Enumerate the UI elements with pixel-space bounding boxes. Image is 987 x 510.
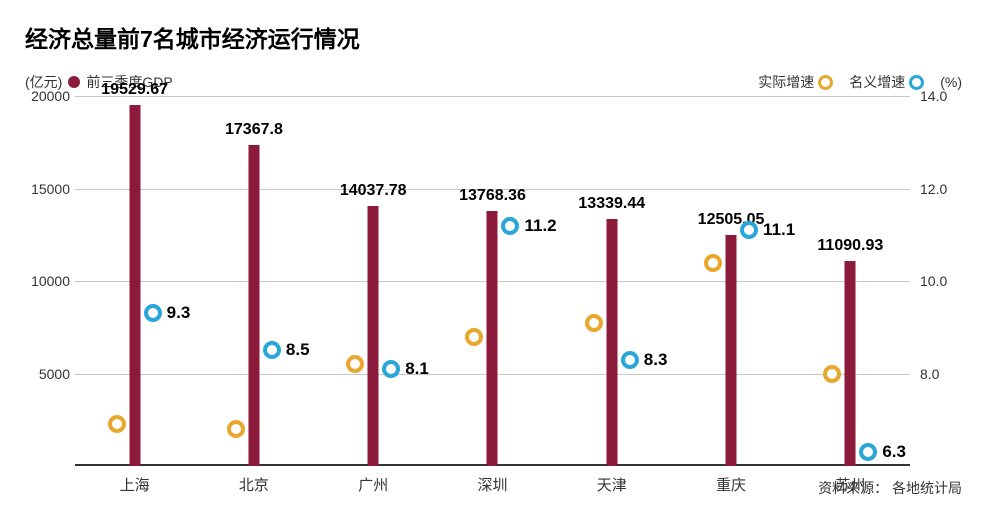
legend-gdp-icon <box>68 76 80 88</box>
gdp-value: 14037.78 <box>340 182 407 200</box>
gdp-value: 11090.93 <box>817 237 883 255</box>
city-group: 17367.8 8.5 <box>194 96 313 466</box>
gdp-bar <box>845 261 856 466</box>
chart-title: 经济总量前7名城市经济运行情况 <box>25 20 962 54</box>
gdp-value: 13768.36 <box>459 187 526 205</box>
nominal-growth-value: 8.5 <box>286 340 310 360</box>
gdp-value: 19529.67 <box>101 81 168 99</box>
gdp-bar <box>606 219 617 466</box>
chart-footer: 资料来源： 各地统计局 <box>818 478 962 498</box>
gdp-bar <box>129 105 140 466</box>
y-right-tick: 10.0 <box>920 273 960 289</box>
footer-source: 各地统计局 <box>892 480 962 496</box>
nominal-growth-marker <box>621 351 639 369</box>
nominal-growth-value: 8.3 <box>644 350 668 370</box>
x-tick-label: 重庆 <box>671 474 790 495</box>
x-tick-label: 天津 <box>552 474 671 495</box>
footer-label: 资料来源： <box>818 480 888 496</box>
nominal-growth-marker <box>501 217 519 235</box>
nominal-growth-marker <box>382 360 400 378</box>
nominal-growth-value: 8.1 <box>405 359 429 379</box>
x-tick-label: 上海 <box>75 474 194 495</box>
gdp-bar <box>487 211 498 466</box>
x-tick-label: 广州 <box>314 474 433 495</box>
chart-container: 经济总量前7名城市经济运行情况 (亿元) 前三季度GDP 实际增速 名义增速 (… <box>0 0 987 510</box>
legend-real: 实际增速 <box>758 72 833 92</box>
city-group: 12505.0511.1 <box>671 96 790 466</box>
y-left-tick: 10000 <box>25 273 70 289</box>
y-left-tick: 15000 <box>25 181 70 197</box>
gdp-bar <box>248 145 259 466</box>
y-left-tick: 20000 <box>25 88 70 104</box>
y-right-tick: 12.0 <box>920 181 960 197</box>
gdp-value: 17367.8 <box>225 121 283 139</box>
nominal-growth-marker <box>859 443 877 461</box>
real-growth-marker <box>704 254 722 272</box>
city-group: 19529.679.3 <box>75 96 194 466</box>
y-right-tick: 8.0 <box>920 366 960 382</box>
bars-layer: 19529.679.317367.88.514037.788.113768.36… <box>75 96 910 466</box>
y-left-tick: 5000 <box>25 366 70 382</box>
nominal-growth-marker <box>144 304 162 322</box>
legend-nominal-label: 名义增速 <box>849 72 905 92</box>
y-right-tick: 14.0 <box>920 88 960 104</box>
real-growth-marker <box>227 420 245 438</box>
gdp-value: 13339.44 <box>578 195 645 213</box>
x-tick-label: 北京 <box>194 474 313 495</box>
plot-area: 50008.01000010.01500012.02000014.019529.… <box>25 96 960 466</box>
gdp-bar <box>726 235 737 466</box>
legend-real-icon <box>818 75 833 90</box>
real-growth-marker <box>465 328 483 346</box>
legend-real-label: 实际增速 <box>758 72 814 92</box>
city-group: 11090.93 6.3 <box>791 96 910 466</box>
city-group: 14037.78 8.1 <box>314 96 433 466</box>
real-growth-marker <box>108 415 126 433</box>
x-labels: 上海北京广州深圳天津重庆苏州 <box>75 474 910 495</box>
nominal-growth-value: 6.3 <box>882 442 906 462</box>
nominal-growth-marker <box>263 341 281 359</box>
city-group: 13768.3611.2 <box>433 96 552 466</box>
real-growth-marker <box>823 365 841 383</box>
nominal-growth-marker <box>740 221 758 239</box>
city-group: 13339.44 8.3 <box>552 96 671 466</box>
x-tick-label: 深圳 <box>433 474 552 495</box>
legend-nominal: 名义增速 <box>849 72 924 92</box>
gdp-bar <box>368 206 379 466</box>
real-growth-marker <box>346 355 364 373</box>
nominal-growth-value: 9.3 <box>167 303 191 323</box>
real-growth-marker <box>585 314 603 332</box>
